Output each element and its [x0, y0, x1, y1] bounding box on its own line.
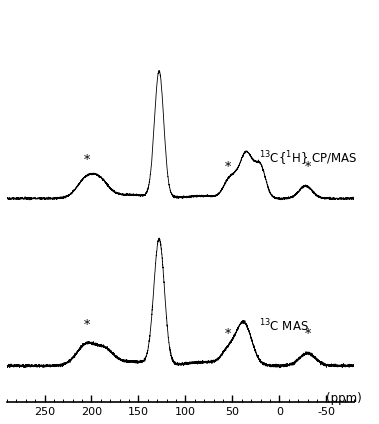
Text: *: * — [224, 328, 231, 341]
Text: $^{13}$C MAS: $^{13}$C MAS — [259, 318, 309, 335]
Text: *: * — [304, 161, 311, 174]
Text: *: * — [304, 328, 311, 341]
Text: *: * — [224, 161, 231, 174]
Text: (ppm): (ppm) — [326, 391, 362, 404]
Text: *: * — [84, 154, 90, 167]
Text: $^{13}$C{$^{1}$H} CP/MAS: $^{13}$C{$^{1}$H} CP/MAS — [259, 150, 357, 168]
Text: *: * — [84, 319, 90, 332]
